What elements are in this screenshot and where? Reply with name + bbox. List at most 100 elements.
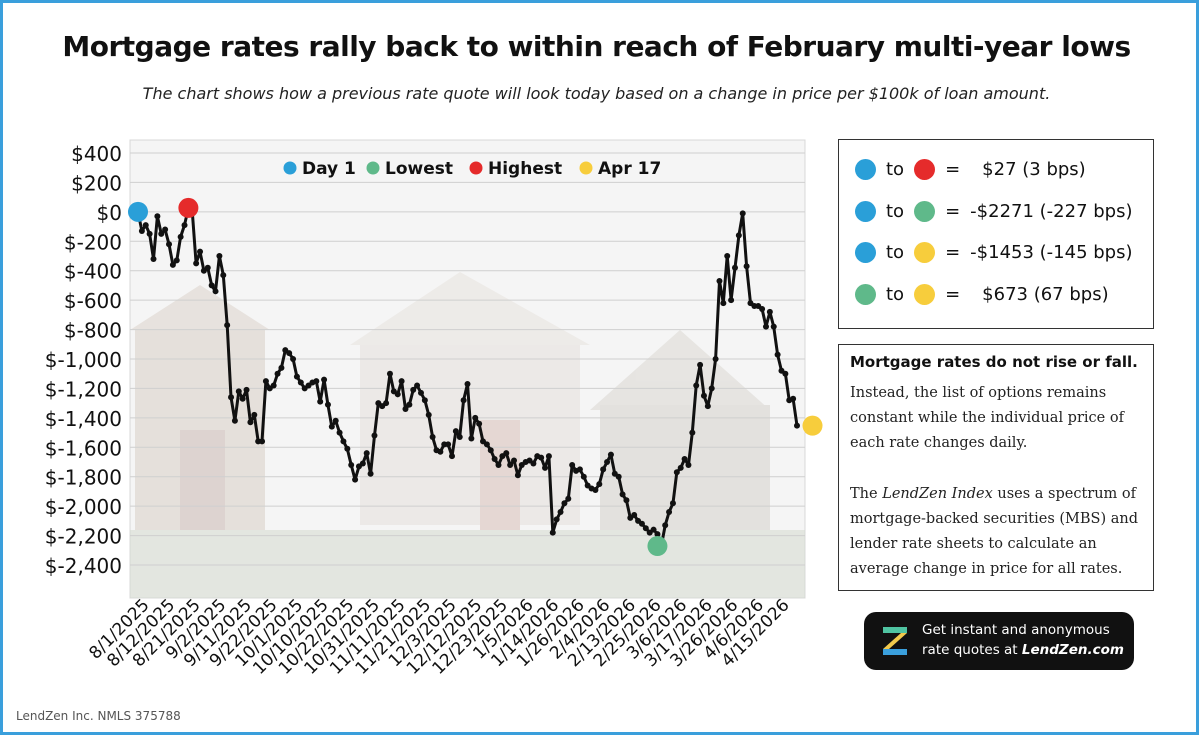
data-point	[394, 391, 401, 398]
y-axis-ticks: $400 $200 $0 $-200 $-400 $-600 $-800 $-1,000 $-1…	[45, 142, 122, 578]
data-point	[549, 529, 556, 536]
data-point	[247, 419, 254, 426]
para2-rest: uses a spectrum of mortgage-backed secur…	[850, 486, 1139, 577]
data-point	[631, 511, 638, 518]
data-point	[193, 260, 200, 267]
data-point	[739, 210, 746, 217]
stat-row-day1-to-highest: to = $27 (3 bps)	[855, 154, 1086, 184]
cta-banner[interactable]: Get instant and anonymous rate quotes at…	[864, 612, 1134, 670]
equals-sign: =	[945, 283, 961, 305]
data-point	[491, 456, 498, 463]
data-point	[743, 263, 750, 270]
y-tick-label: $-1,800	[45, 466, 122, 490]
data-point	[332, 417, 339, 424]
data-point	[782, 370, 789, 377]
data-point	[790, 395, 797, 402]
stat-value: -$1453 (-145 bps)	[970, 241, 1133, 263]
data-point	[495, 461, 502, 468]
data-point	[398, 378, 405, 385]
data-point	[445, 441, 452, 448]
legend-label: Day 1	[302, 159, 356, 179]
y-tick-label: $200	[71, 171, 122, 195]
equals-sign: =	[945, 200, 961, 222]
para2-prefix: The	[850, 486, 883, 502]
data-point	[700, 392, 707, 399]
data-point	[704, 403, 711, 410]
data-point	[576, 466, 583, 473]
y-tick-label: $-600	[64, 289, 122, 313]
grid-lines	[130, 152, 805, 566]
data-point	[592, 486, 599, 493]
day1-dot-icon	[855, 241, 876, 263]
data-point	[437, 448, 444, 455]
data-point	[642, 525, 649, 532]
data-point	[507, 461, 514, 468]
chart-subtitle: The chart shows how a previous rate quot…	[142, 84, 1051, 103]
stat-row-day1-to-apr17: to = -$1453 (-145 bps)	[855, 237, 1133, 267]
data-point	[650, 526, 657, 533]
y-tick-label: $0	[97, 201, 122, 225]
to-word: to	[886, 158, 905, 180]
data-point	[328, 423, 335, 430]
data-point	[712, 356, 719, 362]
legend-swatch	[579, 161, 593, 175]
legend-label: Lowest	[385, 159, 453, 179]
data-point	[402, 406, 409, 413]
y-tick-label: $-2,400	[45, 554, 122, 578]
data-point	[561, 500, 568, 507]
data-point	[173, 257, 180, 264]
data-point	[251, 411, 258, 418]
y-tick-label: $-1,000	[45, 348, 122, 372]
data-point	[530, 460, 537, 467]
data-point	[169, 261, 176, 268]
data-point	[414, 382, 421, 389]
data-point	[158, 230, 165, 237]
data-point	[150, 255, 157, 262]
lowest-dot-icon	[914, 200, 936, 222]
data-point	[693, 382, 700, 389]
data-point	[383, 400, 390, 407]
legend-swatch	[366, 161, 380, 175]
data-point	[615, 473, 622, 480]
equals-sign: =	[945, 158, 961, 180]
data-point	[216, 253, 223, 259]
legend-swatch	[469, 161, 483, 175]
lowest-dot-icon	[855, 283, 876, 305]
data-point	[724, 253, 731, 259]
to-word: to	[886, 283, 905, 305]
data-point	[759, 305, 766, 312]
lendzen-link[interactable]: LendZen.com	[1021, 642, 1124, 658]
data-point	[673, 469, 680, 476]
series-line	[135, 204, 800, 550]
data-point	[448, 453, 455, 460]
day1-dot-icon	[855, 158, 876, 180]
y-tick-label: $-1,200	[45, 377, 122, 401]
y-tick-label: $-1,400	[45, 407, 122, 431]
data-point	[224, 322, 231, 329]
data-point	[666, 509, 673, 516]
data-point	[270, 382, 277, 389]
highest-dot-icon	[914, 158, 936, 180]
data-point	[352, 476, 359, 483]
data-point	[464, 381, 471, 388]
cta-line-1: Get instant and anonymous	[922, 622, 1110, 638]
data-point	[774, 351, 781, 358]
data-point	[669, 500, 676, 507]
data-point	[239, 395, 246, 402]
data-point	[274, 370, 281, 377]
data-point	[685, 461, 692, 468]
data-point	[514, 472, 521, 479]
data-point	[324, 401, 331, 408]
data-point	[235, 388, 242, 395]
day1-dot-icon	[855, 200, 876, 222]
y-tick-label: $400	[71, 142, 122, 166]
data-point	[259, 438, 266, 445]
data-point	[243, 386, 250, 393]
data-point	[204, 264, 211, 271]
data-point	[166, 241, 173, 248]
data-point	[286, 350, 293, 357]
data-point	[208, 282, 215, 289]
data-point	[569, 461, 576, 468]
data-point	[468, 435, 475, 442]
marker-day-1	[128, 201, 148, 222]
